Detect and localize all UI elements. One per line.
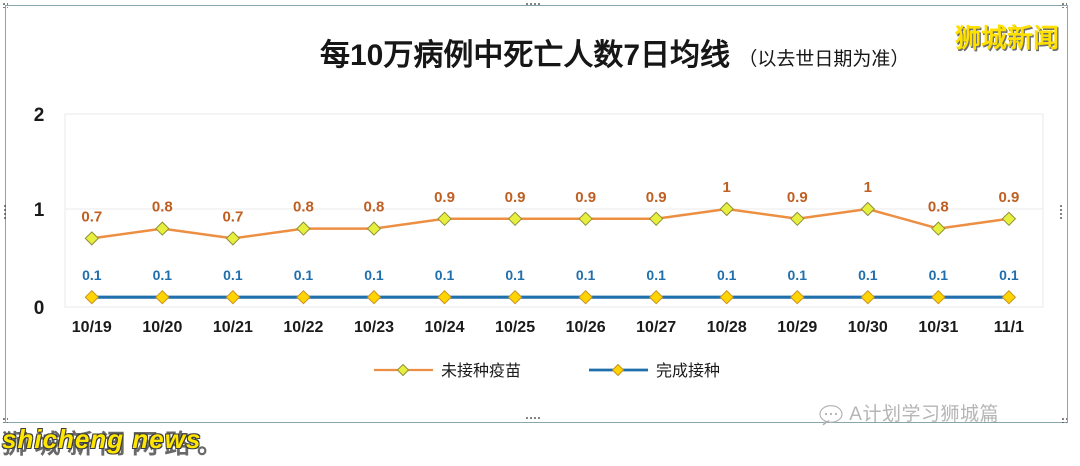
svg-text:0: 0: [34, 298, 45, 319]
svg-text:1: 1: [723, 179, 731, 196]
svg-text:0.1: 0.1: [294, 267, 314, 283]
svg-text:0.1: 0.1: [858, 267, 878, 283]
svg-text:0.1: 0.1: [223, 267, 243, 283]
svg-text:0.9: 0.9: [505, 189, 526, 206]
svg-text:0.1: 0.1: [364, 267, 384, 283]
svg-text:10/21: 10/21: [213, 319, 253, 336]
svg-text:11/1: 11/1: [994, 319, 1024, 336]
svg-text:10/28: 10/28: [707, 319, 747, 336]
svg-text:1: 1: [34, 200, 45, 221]
svg-text:0.9: 0.9: [434, 189, 455, 206]
svg-text:10/24: 10/24: [425, 319, 465, 336]
svg-text:0.8: 0.8: [928, 199, 949, 216]
svg-text:0.8: 0.8: [364, 199, 385, 216]
svg-text:0.7: 0.7: [81, 208, 102, 225]
svg-text:0.1: 0.1: [153, 267, 173, 283]
svg-text:0.1: 0.1: [82, 267, 102, 283]
svg-text:10/30: 10/30: [848, 319, 888, 336]
svg-text:10/27: 10/27: [636, 319, 676, 336]
svg-text:10/29: 10/29: [777, 319, 817, 336]
svg-text:0.1: 0.1: [999, 267, 1019, 283]
svg-text:10/25: 10/25: [495, 319, 535, 336]
svg-text:0.9: 0.9: [787, 189, 808, 206]
svg-text:2: 2: [34, 105, 45, 126]
svg-text:0.9: 0.9: [575, 189, 596, 206]
svg-text:10/31: 10/31: [918, 319, 958, 336]
svg-text:0.1: 0.1: [788, 267, 808, 283]
svg-text:0.9: 0.9: [998, 189, 1019, 206]
svg-text:0.1: 0.1: [929, 267, 949, 283]
svg-text:1: 1: [864, 179, 872, 196]
svg-text:10/22: 10/22: [283, 319, 323, 336]
svg-text:0.1: 0.1: [717, 267, 737, 283]
svg-text:10/26: 10/26: [566, 319, 606, 336]
svg-text:0.9: 0.9: [646, 189, 667, 206]
svg-text:0.1: 0.1: [505, 267, 525, 283]
svg-text:0.1: 0.1: [576, 267, 596, 283]
svg-text:0.8: 0.8: [152, 199, 173, 216]
svg-text:10/20: 10/20: [142, 319, 182, 336]
svg-text:0.8: 0.8: [293, 199, 314, 216]
svg-text:0.7: 0.7: [222, 208, 243, 225]
svg-text:10/19: 10/19: [72, 319, 112, 336]
svg-text:10/23: 10/23: [354, 319, 394, 336]
svg-text:0.1: 0.1: [435, 267, 455, 283]
svg-text:0.1: 0.1: [646, 267, 666, 283]
